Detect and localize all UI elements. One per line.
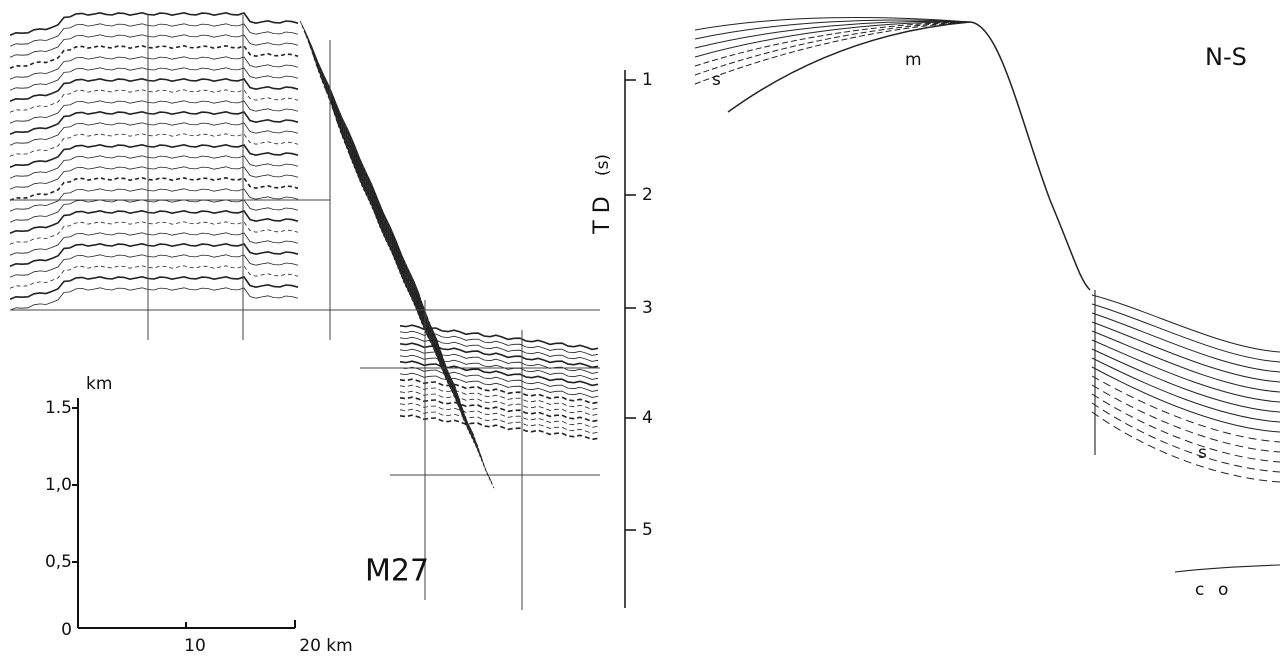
- reflector: [348, 151, 492, 483]
- profile-label: M27: [365, 554, 429, 589]
- unit-label: s: [1198, 443, 1207, 463]
- reflector: [400, 373, 598, 397]
- reflector: [400, 409, 598, 433]
- scale-label: 10: [184, 636, 206, 656]
- interpretation: [695, 17, 1280, 572]
- reflector: [300, 21, 420, 296]
- reflector: [10, 13, 298, 36]
- time-axis-unit: (s): [593, 154, 613, 176]
- reflector: [1092, 412, 1280, 482]
- reflector: [1092, 376, 1280, 442]
- scale-label: 1,0: [45, 475, 72, 495]
- time-tick: 1: [642, 70, 653, 90]
- reflector: [400, 391, 598, 415]
- direction-label: N-S: [1205, 43, 1247, 71]
- reflector: [695, 21, 970, 48]
- scale-label: 1.5: [45, 398, 72, 418]
- scale-label: 0,5: [45, 552, 72, 572]
- reflector: [400, 415, 598, 439]
- time-tick: 2: [642, 185, 653, 205]
- scale-unit: km: [86, 374, 112, 394]
- scale-bar: [72, 398, 295, 628]
- time-axis-label: T D: [590, 196, 615, 234]
- seismic-section: [10, 13, 598, 488]
- reflector: [400, 403, 598, 427]
- scale-label: 20 km: [299, 636, 352, 656]
- reflector: [1092, 340, 1280, 402]
- unit-label: m: [905, 50, 922, 70]
- time-tick: 3: [642, 298, 653, 318]
- reflector: [400, 355, 598, 379]
- reflector: [400, 385, 598, 409]
- reflector: [400, 367, 598, 391]
- time-axis: [625, 70, 636, 608]
- time-tick: 4: [642, 408, 653, 428]
- reflector: [695, 22, 970, 66]
- unit-label: o: [1218, 580, 1228, 600]
- unit-label: c: [1195, 580, 1204, 600]
- figure: M27 km 1.5 1,0 0,5 0 10 20 km 1 2 3 4 5 …: [0, 0, 1280, 656]
- unit-label: s: [712, 70, 721, 90]
- seismic-grid: [10, 15, 600, 610]
- reflector: [324, 86, 456, 388]
- reflector: [400, 397, 598, 421]
- scale-label: 0: [61, 620, 72, 640]
- reflector: [400, 349, 598, 373]
- time-tick: 5: [642, 520, 653, 540]
